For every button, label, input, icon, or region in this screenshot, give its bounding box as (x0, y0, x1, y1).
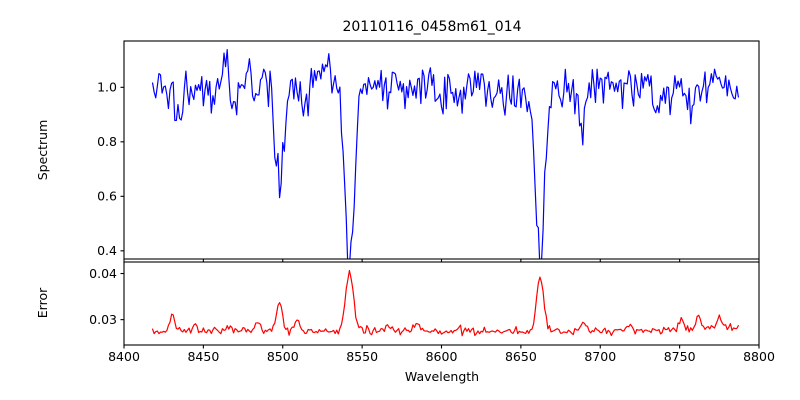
x-axis-label: Wavelength (405, 369, 479, 384)
x-tick-label: 8650 (505, 349, 537, 364)
figure-title: 20110116_0458m61_014 (342, 19, 521, 35)
x-tick-label: 8750 (664, 349, 696, 364)
error-y-tick-label: 0.04 (89, 266, 117, 281)
error-panel: 0.03 0.04 8400 8450 8500 8550 8600 8650 8700 8750… (89, 261, 775, 364)
x-tick-label: 8700 (584, 349, 616, 364)
spectrum-y-tick-label: 1.0 (97, 80, 117, 95)
spectrum-panel: 0.4 0.6 0.8 1.0 (97, 40, 760, 263)
spectrum-y-axis-label: Spectrum (35, 120, 50, 181)
x-tick-label: 8450 (187, 349, 219, 364)
error-y-tick-label: 0.03 (89, 312, 117, 327)
error-y-axis-label: Error (35, 287, 50, 318)
x-tick-label: 8800 (743, 349, 775, 364)
spectrum-y-tick-label: 0.6 (97, 189, 117, 204)
x-tick-label: 8550 (346, 349, 378, 364)
x-tick-label: 8500 (267, 349, 299, 364)
spectrum-y-tick-label: 0.8 (97, 134, 117, 149)
error-data-line (151, 269, 739, 337)
x-tick-label: 8600 (426, 349, 458, 364)
x-tick-label: 8400 (108, 349, 140, 364)
spectrum-y-tick-label: 0.4 (97, 243, 117, 258)
spectrum-data-line (151, 49, 739, 259)
